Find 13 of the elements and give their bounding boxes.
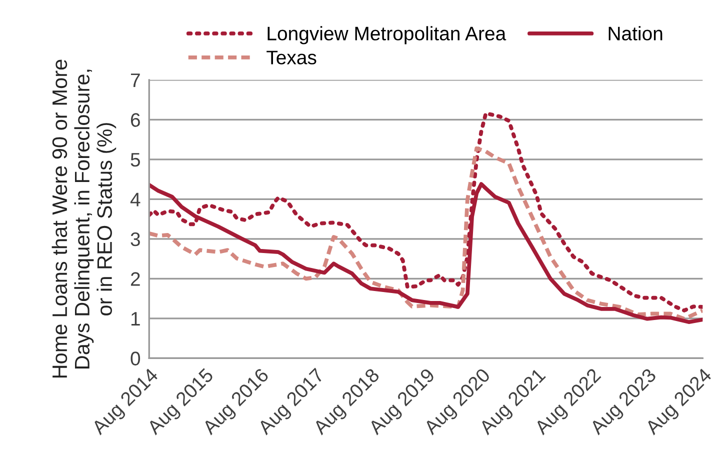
y-tick-label: 6 [130,113,140,127]
y-tick-label: 4 [130,192,140,206]
legend-label: Longview Metropolitan Area [268,26,506,44]
y-tick-label: 1 [131,312,140,326]
y-tick-label: 2 [130,272,140,286]
y-axis-title: Home Loans that Were 90 or More Days Delinquent, in Foreclosure, or in REO Status (%) [52,60,116,378]
y-tick-label: 7 [130,74,140,87]
y-tick-label: 5 [130,153,140,167]
y-tick-label: 0 [130,352,140,366]
line-series [149,146,703,321]
legend-label: Nation [608,26,662,40]
legend-label: Texas [266,50,316,64]
y-tick-label: 3 [130,232,140,246]
